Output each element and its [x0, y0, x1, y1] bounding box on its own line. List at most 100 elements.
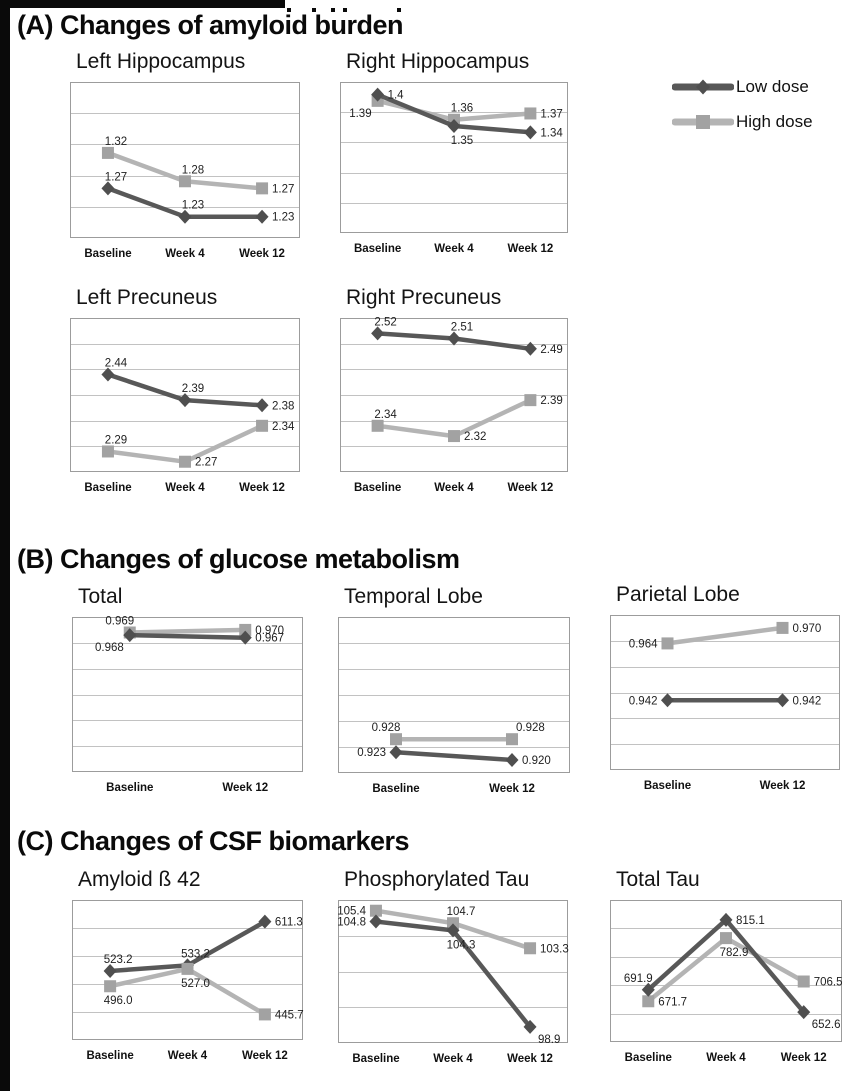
data-point-marker-square [797, 975, 810, 988]
chart-canvas: 1.32 1.28 1.27 1.27 1.23 1.23 Baseline Week 4 We… [70, 82, 300, 260]
data-label: 103.3 [540, 943, 569, 955]
x-tick-label: Week 12 [781, 1052, 827, 1064]
scan-border-top [0, 0, 285, 8]
chart-title: Total [78, 585, 123, 608]
data-label: 1.37 [540, 109, 562, 121]
data-point-marker-diamond [178, 393, 192, 408]
scan-artifact-dot [287, 8, 291, 12]
data-point-marker-diamond [369, 914, 383, 929]
data-point-marker-square [524, 394, 537, 407]
data-point-marker-diamond [371, 87, 385, 102]
chart-canvas: 2.29 2.27 2.34 2.44 2.39 2.38 Baseline Week 4 We… [70, 318, 300, 494]
chart-title: Left Hippocampus [76, 50, 246, 73]
data-label: 0.928 [516, 722, 545, 734]
data-label: 1.27 [272, 183, 294, 195]
data-point-marker-diamond [238, 630, 252, 645]
data-label: 1.27 [105, 171, 127, 183]
data-point-marker-diamond [447, 331, 461, 346]
x-tick-label: Baseline [106, 782, 153, 794]
chart-title: Amyloid ß 42 [78, 868, 201, 891]
data-point-marker-diamond [446, 923, 460, 938]
chart-left-precuneus: Left Precuneus 2.29 2.27 2.34 2.44 2.39 2.38 Ba… [70, 286, 360, 500]
section-title-csf-biomarkers: (C) Changes of CSF biomarkers [17, 826, 410, 856]
x-tick-label: Baseline [84, 248, 131, 260]
data-point-marker-diamond [523, 1019, 537, 1034]
chart-amyloid-b42: Amyloid ß 42 523.2 533.2 611.3 496.0 527.0 445… [72, 868, 363, 1068]
series-line-low-dose [393, 749, 515, 763]
low-dose-line-marker-icon [672, 79, 734, 95]
x-tick-label: Baseline [625, 1052, 672, 1064]
data-label: 1.32 [105, 136, 127, 148]
data-label: 1.34 [540, 127, 563, 139]
data-point-marker-square [179, 175, 191, 188]
data-point-marker-square [181, 962, 194, 975]
chart-canvas: 1.39 1.36 1.37 1.4 1.35 1.34 Baseline Week 4 Wee… [340, 82, 568, 255]
data-label: 1.36 [451, 103, 473, 115]
chart-canvas: 105.4 104.7 103.3 104.8 104.3 98.9 Baseline Wee… [337, 900, 569, 1065]
data-label: 496.0 [104, 995, 133, 1007]
data-label: 2.39 [540, 395, 562, 407]
data-point-marker-square [661, 637, 674, 650]
data-point-marker-diamond [776, 693, 789, 708]
data-label: 533.2 [181, 948, 210, 960]
data-point-marker-square [239, 623, 252, 636]
chart-canvas: 0.928 0.928 0.923 0.920 Baseline Week 12 [338, 617, 570, 795]
data-label: 1.23 [182, 200, 204, 212]
x-tick-label: Week 4 [165, 482, 205, 494]
data-point-marker-diamond [123, 628, 137, 643]
data-point-marker-diamond [641, 982, 655, 997]
x-tick-label: Week 12 [239, 248, 285, 260]
data-label: 2.51 [451, 322, 473, 334]
x-tick-label: Week 4 [434, 482, 474, 494]
data-label: 2.32 [464, 431, 486, 443]
scan-artifact-dot [331, 8, 335, 12]
data-point-marker-diamond [797, 1005, 811, 1020]
x-tick-label: Week 4 [165, 248, 205, 260]
chart-title: Total Tau [616, 868, 700, 891]
data-label: 671.7 [658, 996, 687, 1008]
data-label: 2.49 [540, 344, 562, 356]
data-label: 0.942 [793, 695, 822, 707]
data-label: 652.6 [812, 1019, 841, 1031]
legend-label: High dose [736, 112, 813, 131]
data-label: 0.970 [793, 623, 822, 635]
x-tick-label: Baseline [352, 1053, 399, 1065]
data-point-marker-square [448, 430, 460, 443]
data-point-marker-square [720, 932, 732, 945]
legend-item-high-dose: High dose [672, 111, 813, 133]
data-label: 0.923 [357, 747, 386, 759]
data-label: 98.9 [538, 1034, 560, 1046]
x-tick-label: Week 4 [706, 1052, 746, 1064]
data-point-marker-diamond [371, 326, 385, 341]
data-point-marker-square [506, 733, 518, 746]
section-title-glucose-metabolism: (B) Changes of glucose metabolism [17, 544, 460, 574]
legend-item-low-dose: Low dose [672, 76, 813, 98]
scan-artifact-dot [343, 8, 347, 12]
scan-border-left [0, 0, 10, 1091]
data-label: 2.52 [374, 316, 396, 328]
data-label: 2.34 [272, 421, 295, 433]
x-tick-label: Week 12 [507, 1053, 553, 1065]
data-point-marker-diamond [661, 693, 674, 708]
chart-title: Phosphorylated Tau [344, 868, 530, 891]
chart-title: Left Precuneus [76, 286, 218, 309]
data-label: 0.964 [629, 638, 658, 650]
data-point-marker-square [776, 621, 789, 634]
data-point-marker-square [256, 182, 269, 195]
scan-artifact-dot [397, 8, 401, 12]
data-label: 0.969 [105, 616, 134, 628]
data-point-marker-diamond [103, 964, 117, 979]
data-point-marker-square [101, 146, 114, 159]
chart-right-precuneus: Right Precuneus 2.34 2.32 2.39 2.52 2.51 2.49 B… [340, 286, 628, 500]
data-label: 527.0 [181, 978, 210, 990]
series-line-low-dose [127, 632, 248, 640]
chart-phosphorylated-tau: Phosphorylated Tau 105.4 104.7 103.3 104.8 10… [337, 868, 628, 1071]
data-label: 1.39 [349, 108, 371, 120]
data-label: 104.8 [337, 917, 366, 929]
x-tick-label: Baseline [86, 1050, 133, 1062]
x-tick-label: Week 12 [239, 482, 285, 494]
chart-title: Right Precuneus [346, 286, 502, 309]
data-label: 691.9 [624, 973, 653, 985]
data-point-marker-diamond [505, 753, 519, 767]
data-point-marker-diamond [447, 119, 461, 134]
